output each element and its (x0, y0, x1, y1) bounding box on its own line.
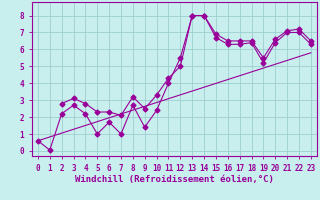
X-axis label: Windchill (Refroidissement éolien,°C): Windchill (Refroidissement éolien,°C) (75, 175, 274, 184)
